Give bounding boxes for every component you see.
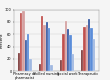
- Bar: [41, 16, 43, 71]
- Y-axis label: Percent: Percent: [0, 33, 4, 48]
- Bar: [62, 34, 65, 71]
- Bar: [43, 25, 46, 71]
- Bar: [20, 13, 22, 71]
- Bar: [86, 25, 88, 71]
- Bar: [27, 34, 29, 71]
- Bar: [29, 59, 32, 71]
- Bar: [46, 22, 48, 71]
- Bar: [67, 29, 69, 71]
- Bar: [88, 19, 90, 71]
- Bar: [39, 64, 41, 71]
- Bar: [69, 35, 72, 71]
- Bar: [18, 53, 20, 71]
- Bar: [50, 65, 53, 71]
- Bar: [90, 28, 93, 71]
- Bar: [72, 54, 74, 71]
- Bar: [60, 60, 62, 71]
- Bar: [81, 50, 83, 71]
- Bar: [48, 28, 50, 71]
- Bar: [83, 27, 86, 71]
- Bar: [22, 11, 25, 71]
- Bar: [65, 21, 67, 71]
- Bar: [93, 39, 95, 71]
- Bar: [25, 40, 27, 71]
